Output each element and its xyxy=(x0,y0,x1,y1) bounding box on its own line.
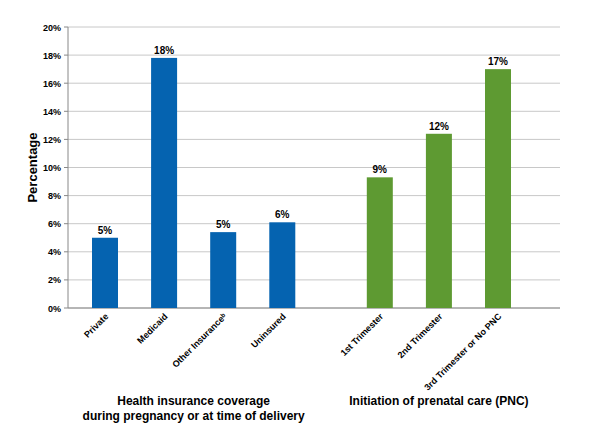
chart: 0% 2% 4% 6% 8% 10% 12% 14% 16% 18% 20% Percentage 5%… xyxy=(0,0,600,442)
y-ticks: 0% 2% 4% 6% 8% 10% 12% 14% 16% 18% 20% xyxy=(43,23,68,314)
bars xyxy=(92,58,511,308)
data-label: 17% xyxy=(488,56,508,67)
y-tick-label: 18% xyxy=(43,51,61,61)
category-label: 1st Trimester xyxy=(339,311,386,358)
bar xyxy=(426,134,452,308)
data-label: 6% xyxy=(275,209,290,220)
tick-mark xyxy=(64,223,68,224)
bar xyxy=(367,177,393,308)
tick-mark xyxy=(64,27,68,28)
grid-line xyxy=(68,55,560,56)
bar xyxy=(269,222,295,308)
group-label: Initiation of prenatal care (PNC) xyxy=(349,394,528,408)
group-label-line: Initiation of prenatal care (PNC) xyxy=(349,394,528,408)
tick-mark xyxy=(64,279,68,280)
category-label: 3rd Trimester or No PNC xyxy=(422,311,503,392)
tick-mark xyxy=(64,251,68,252)
y-tick-label: 16% xyxy=(43,79,61,89)
category-label: Uninsured xyxy=(249,311,288,350)
x-tick-labels: Private MedicaidOther Insuranceᵇ Uninsured… xyxy=(82,311,504,392)
page: {"chart_data": {"type": "bar", "y_label"… xyxy=(0,0,600,442)
tick-mark xyxy=(64,111,68,112)
bar xyxy=(210,232,236,308)
y-tick-label: 0% xyxy=(48,304,61,314)
grid xyxy=(68,27,560,308)
tick-mark xyxy=(64,167,68,168)
y-tick-label: 20% xyxy=(43,23,61,33)
tick-mark xyxy=(64,83,68,84)
group-label: Health insurance coverageduring pregnanc… xyxy=(83,394,305,423)
group-label-line: during pregnancy or at time of delivery xyxy=(83,409,305,423)
group-label-line: Health insurance coverage xyxy=(117,394,270,408)
tick-mark xyxy=(64,55,68,56)
group-labels: Health insurance coverageduring pregnanc… xyxy=(83,394,529,423)
y-tick-label: 2% xyxy=(48,275,61,285)
y-tick-label: 14% xyxy=(43,107,61,117)
category-label: Private xyxy=(82,311,110,339)
bar xyxy=(92,238,118,308)
y-tick-label: 6% xyxy=(48,219,61,229)
data-label: 5% xyxy=(98,225,113,236)
y-tick-label: 4% xyxy=(48,247,61,257)
category-label: 2nd Trimester xyxy=(396,311,445,360)
tick-mark xyxy=(64,195,68,196)
y-axis-label: Percentage xyxy=(25,132,40,202)
y-tick-label: 8% xyxy=(48,191,61,201)
data-label: 5% xyxy=(216,219,231,230)
y-axis xyxy=(68,27,69,308)
data-label: 12% xyxy=(429,121,449,132)
category-label: Other Insuranceᵇ xyxy=(170,311,229,370)
y-tick-label: 10% xyxy=(43,163,61,173)
data-label: 9% xyxy=(373,164,388,175)
data-label: 18% xyxy=(154,45,174,56)
tick-mark xyxy=(64,139,68,140)
bar xyxy=(151,58,177,308)
y-tick-label: 12% xyxy=(43,135,61,145)
tick-mark xyxy=(64,308,68,309)
bar xyxy=(485,69,511,308)
category-label: Medicaid xyxy=(135,311,169,345)
data-labels: 5% 18% 5% 6% 9% 12% 17% xyxy=(98,45,508,236)
grid-line xyxy=(68,27,560,28)
